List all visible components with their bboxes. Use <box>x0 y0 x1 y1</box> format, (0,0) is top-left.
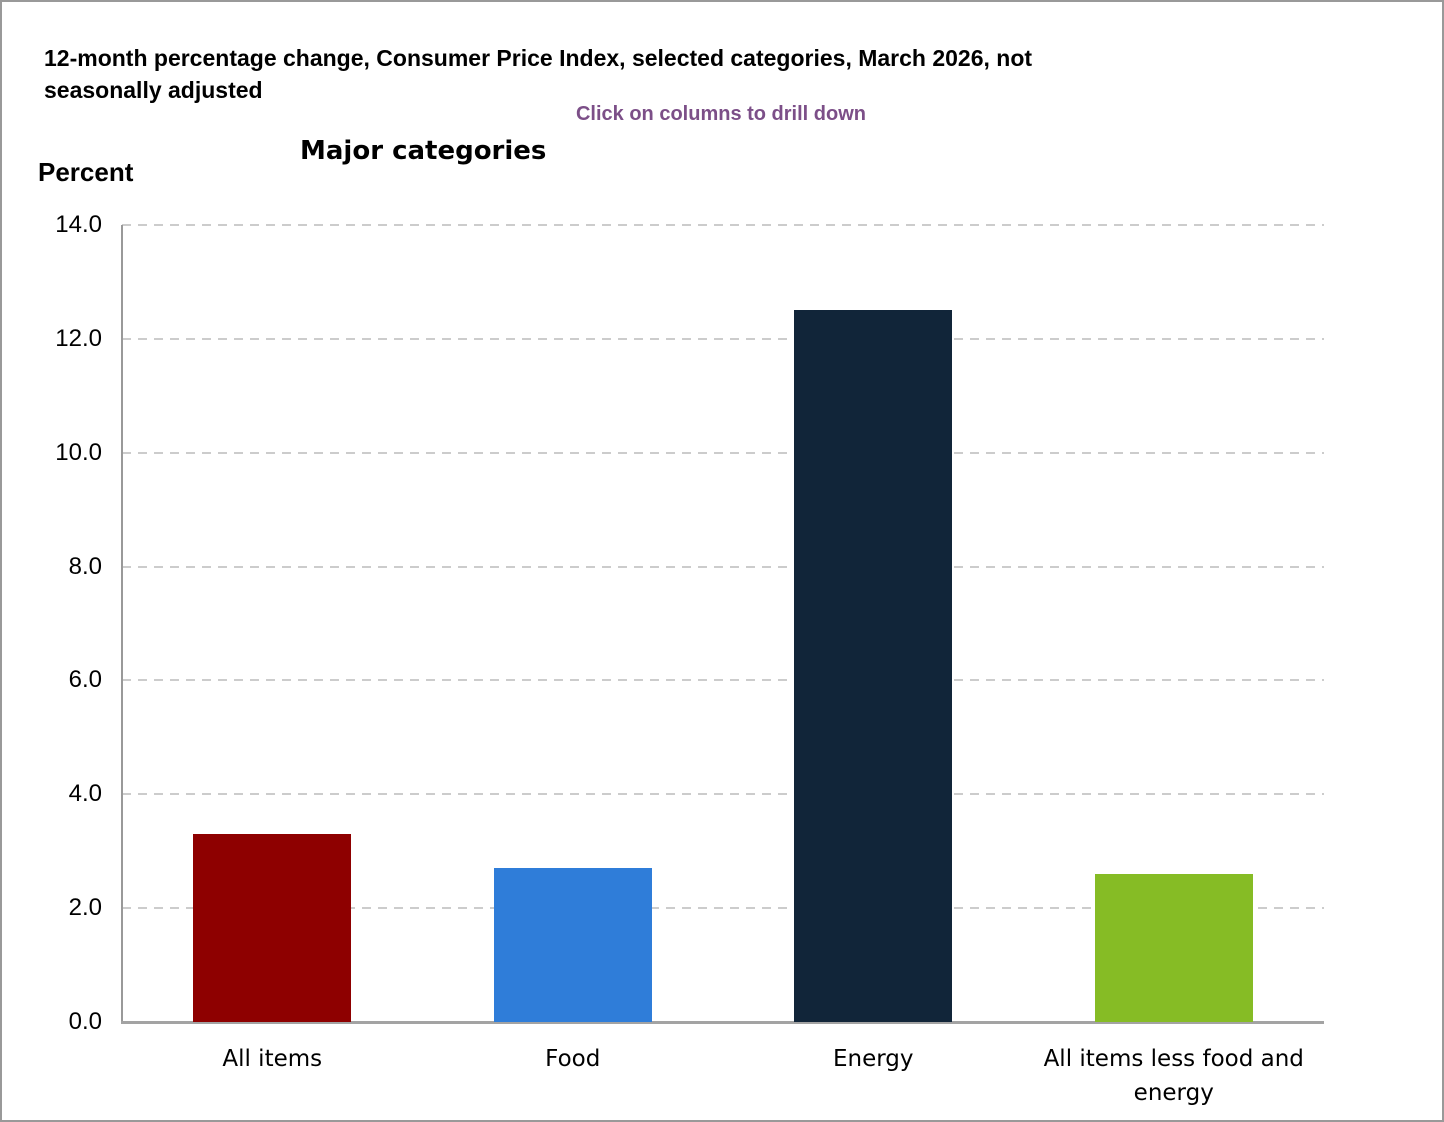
y-tick-label: 6.0 <box>68 666 102 694</box>
bar-all-items-less-food-and-energy[interactable] <box>1094 873 1253 1022</box>
bar-all-items[interactable] <box>193 834 352 1022</box>
chart-title: Major categories <box>300 136 547 166</box>
gridline <box>122 337 1324 340</box>
y-tick-label: 8.0 <box>68 552 102 580</box>
x-axis-label-text: Food <box>545 1046 601 1072</box>
x-axis-label-text: All items <box>222 1046 323 1072</box>
page-title-line1: 12-month percentage change, Consumer Pri… <box>44 45 1033 71</box>
y-tick-label: 4.0 <box>68 780 102 808</box>
y-axis-line <box>121 225 123 1022</box>
y-tick-label: 10.0 <box>55 438 102 466</box>
y-tick-label: 12.0 <box>55 324 102 352</box>
y-tick-label: 14.0 <box>55 211 102 238</box>
gridline <box>122 679 1324 682</box>
y-tick-label: 2.0 <box>68 894 102 922</box>
x-axis-label-all-items-less-food-and-energy: All items less food and energy <box>1024 1042 1324 1110</box>
page-title: 12-month percentage change, Consumer Pri… <box>44 42 1324 106</box>
x-axis-label-food: Food <box>423 1042 723 1076</box>
x-axis-label-energy: Energy <box>723 1042 1023 1076</box>
x-axis-label-text: Energy <box>832 1046 914 1072</box>
gridline <box>122 451 1324 454</box>
x-axis-label-text: All items less food and energy <box>1043 1046 1304 1106</box>
bar-energy[interactable] <box>794 310 953 1022</box>
y-axis-title: Percent <box>38 157 134 187</box>
bar-food[interactable] <box>493 868 652 1022</box>
x-axis-label-all-items: All items <box>122 1042 422 1076</box>
drilldown-hint: Click on columns to drill down <box>575 103 866 125</box>
gridline <box>122 565 1324 568</box>
gridline <box>122 224 1324 226</box>
gridline <box>122 907 1324 910</box>
gridline <box>122 793 1324 796</box>
page-title-line2: seasonally adjusted <box>44 77 263 103</box>
x-axis-line <box>121 1021 1324 1024</box>
y-tick-label: 0.0 <box>68 1008 102 1035</box>
